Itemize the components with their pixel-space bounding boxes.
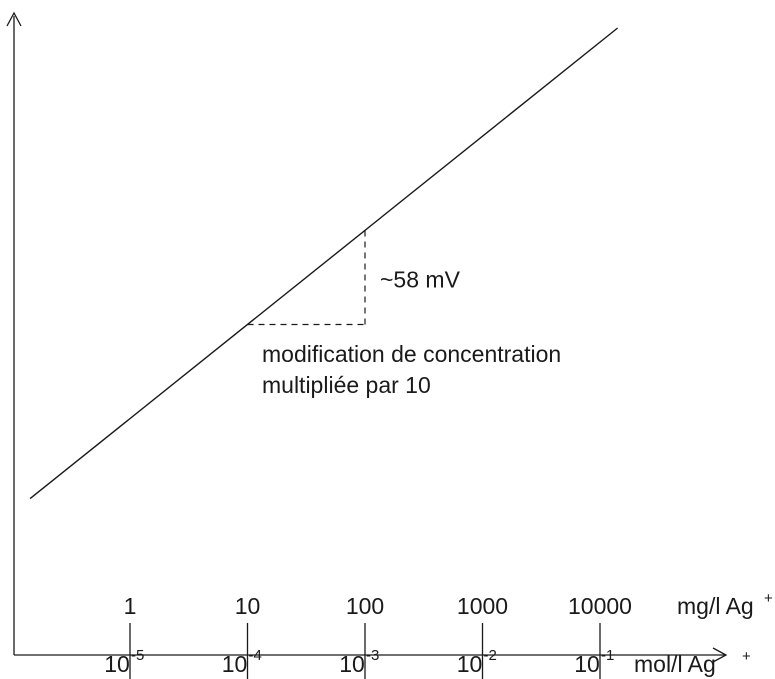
bottom-tick-base: 10 bbox=[104, 651, 130, 677]
bottom-tick-exponent: -4 bbox=[249, 647, 262, 664]
bottom-tick-base: 10 bbox=[457, 651, 483, 677]
bottom-axis-labels: 10 -5 10 -4 10 -3 10 -2 10 -1 mol/l Ag + bbox=[104, 647, 751, 677]
slope-run-label-line-1: modification de concentration bbox=[262, 341, 561, 367]
bottom-tick-base: 10 bbox=[574, 651, 600, 677]
top-tick-label: 10000 bbox=[568, 593, 632, 619]
top-tick-label: 100 bbox=[346, 593, 384, 619]
slope-triangle: ~58 mV modification de concentration multi… bbox=[247, 230, 561, 398]
x-axis bbox=[14, 647, 728, 663]
bottom-tick-exponent: -5 bbox=[131, 647, 144, 664]
bottom-tick-exponent: -3 bbox=[366, 647, 379, 664]
x-axis-arrowhead bbox=[712, 647, 728, 663]
top-tick-label: 1000 bbox=[457, 593, 508, 619]
slope-rise-label: ~58 mV bbox=[380, 266, 461, 292]
y-axis-arrowhead bbox=[6, 11, 22, 27]
series bbox=[29, 27, 619, 500]
top-tick-label: 10 bbox=[235, 593, 261, 619]
top-axis-labels: 1 10 100 1000 10000 mg/l Ag + bbox=[124, 590, 773, 619]
top-tick-label: 1 bbox=[124, 593, 137, 619]
top-axis-unit-superscript: + bbox=[764, 590, 773, 607]
bottom-axis-unit: mol/l Ag bbox=[634, 651, 716, 677]
bottom-tick-base: 10 bbox=[339, 651, 365, 677]
bottom-tick-exponent: -2 bbox=[484, 647, 497, 664]
bottom-axis-unit-superscript: + bbox=[742, 648, 751, 665]
bottom-tick-exponent: -1 bbox=[601, 647, 614, 664]
top-axis-unit: mg/l Ag bbox=[677, 593, 754, 619]
series-line-1 bbox=[29, 27, 619, 500]
tick-marks bbox=[129, 623, 601, 679]
y-axis bbox=[6, 11, 22, 655]
bottom-tick-base: 10 bbox=[222, 651, 248, 677]
slope-run-label-line-2: multipliée par 10 bbox=[262, 372, 431, 398]
